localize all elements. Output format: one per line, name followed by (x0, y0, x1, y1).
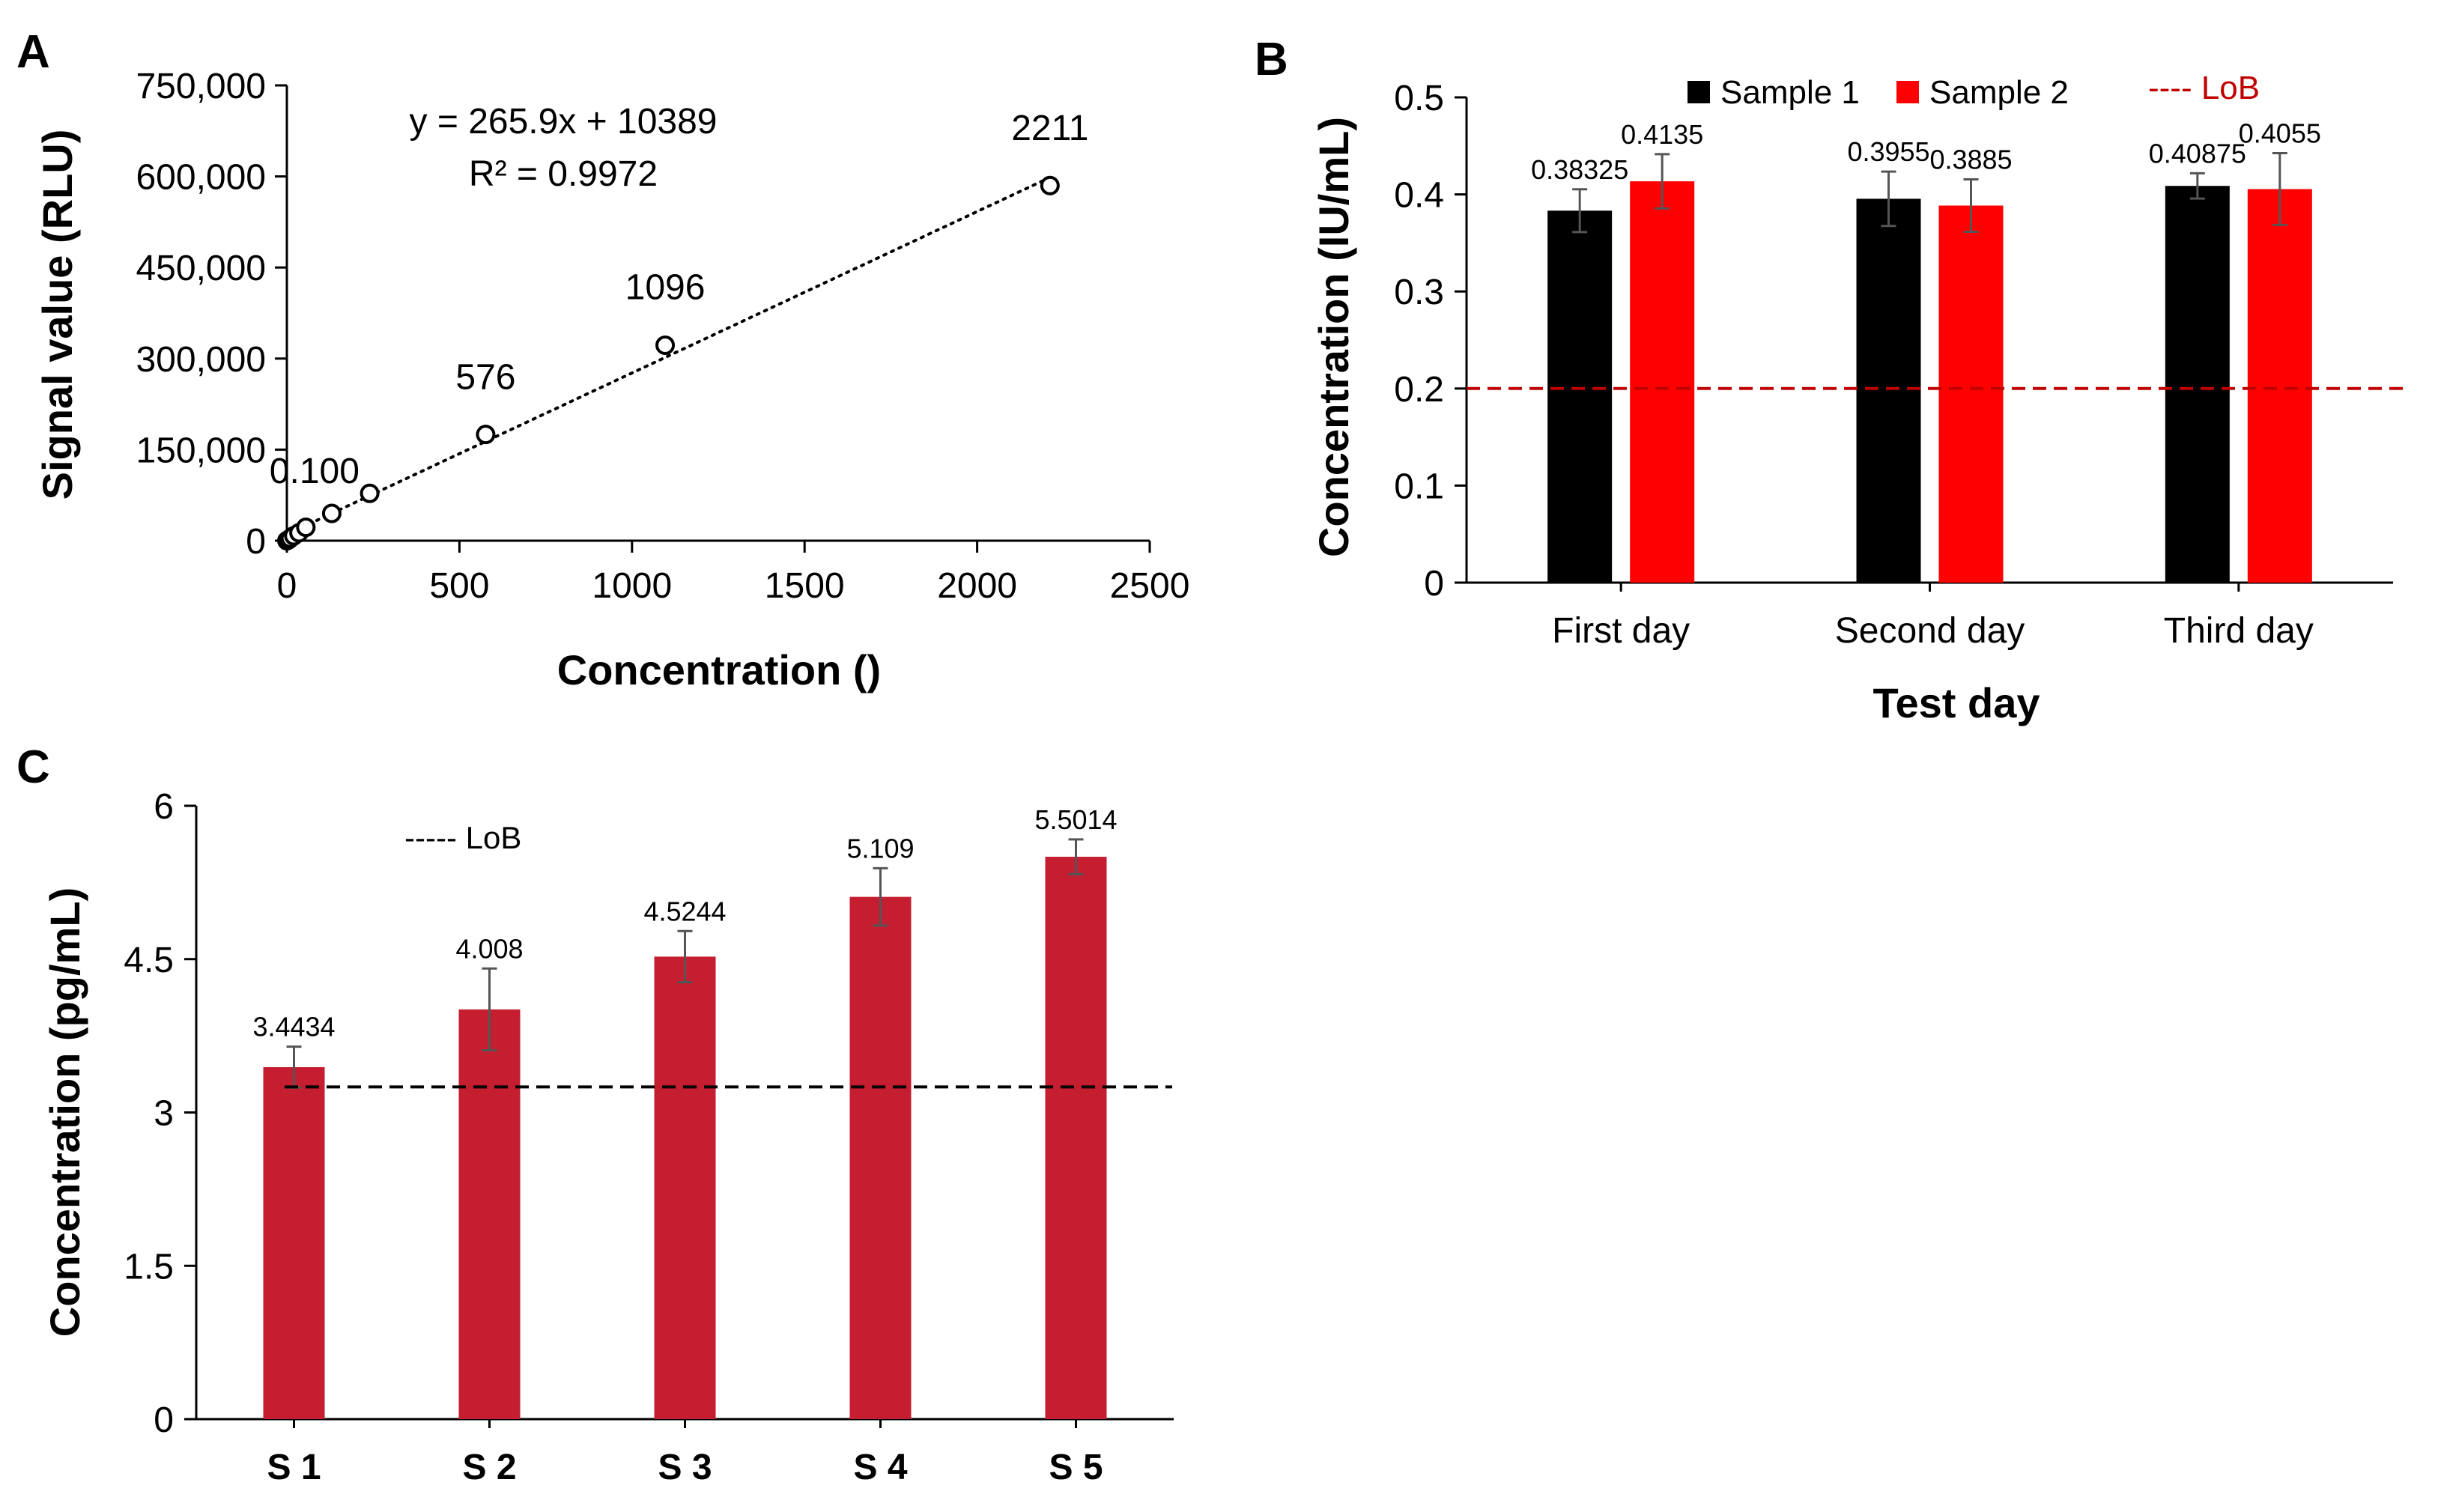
legend-lob: ----- LoB (404, 820, 521, 855)
y-tick-label: 150,000 (136, 431, 266, 470)
x-category-label: Second day (1835, 611, 2025, 651)
y-tick-label: 450,000 (136, 249, 266, 288)
bar-sample-1 (1856, 198, 1921, 583)
x-tick-label: 1500 (765, 566, 845, 606)
x-tick-label: 500 (429, 566, 489, 606)
data-label: 4.008 (455, 933, 523, 964)
data-label: 0.3885 (1929, 145, 2012, 175)
x-category-label: S 1 (267, 1448, 321, 1487)
legend-label-sample-1: Sample 1 (1720, 74, 1860, 111)
y-tick-label: 4.5 (124, 941, 174, 980)
bar-concentration (458, 1009, 521, 1419)
data-label: 0.4135 (1621, 119, 1703, 150)
y-tick-label: 0.4 (1394, 176, 1444, 216)
x-category-label: S 5 (1049, 1448, 1103, 1487)
data-label: 4.5244 (643, 896, 726, 926)
panel-letter-a: A (16, 26, 50, 78)
bar-sample-1 (1547, 210, 1613, 583)
x-axis-title: Test day (1873, 679, 2040, 726)
data-point (360, 483, 380, 503)
y-axis-title: Signal value (RLU) (34, 130, 81, 500)
data-label: 0.40875 (2149, 138, 2246, 168)
y-tick-label: 3 (154, 1094, 174, 1134)
data-point (1040, 175, 1060, 195)
y-tick-label: 0 (1424, 564, 1444, 604)
data-point (321, 503, 342, 523)
y-tick-label: 0.1 (1394, 467, 1444, 506)
legend-label-sample-2: Sample 2 (1929, 74, 2069, 111)
data-point (296, 517, 316, 538)
bar-sample-2 (1630, 181, 1695, 583)
bar-concentration (1045, 857, 1107, 1419)
x-tick-label: 2000 (937, 566, 1017, 606)
bar-concentration (654, 956, 716, 1419)
x-tick-label: 2500 (1110, 566, 1190, 606)
panel-b-bar-chart: 0 0.1 0.2 0.3 0.4 0.5 First day 0.38325 0.4135 Se… (1310, 70, 2404, 726)
x-tick-label: 0 (277, 566, 297, 606)
y-tick-label: 0.2 (1394, 370, 1444, 410)
x-tick-label: 1000 (592, 566, 672, 606)
trendline (285, 175, 1052, 536)
point-label: 1096 (625, 267, 706, 307)
x-axis-title: Concentration () (557, 646, 881, 693)
x-category-label: First day (1552, 611, 1690, 651)
y-tick-label: 0 (246, 522, 266, 562)
y-tick-label: 6 (154, 787, 174, 827)
regression-equation: y = 265.9x + 10389 (410, 102, 718, 142)
panel-letter-c: C (16, 741, 50, 793)
y-tick-label: 750,000 (136, 67, 266, 106)
data-label: 5.109 (846, 833, 914, 863)
bar-concentration (849, 896, 912, 1419)
x-category-label: S 3 (658, 1448, 712, 1487)
y-tick-label: 0 (154, 1400, 174, 1440)
data-label: 3.4434 (252, 1012, 335, 1042)
point-label: 576 (455, 357, 515, 397)
data-label: 5.5014 (1034, 804, 1117, 835)
y-tick-label: 1.5 (124, 1247, 174, 1287)
data-point (476, 425, 496, 445)
y-tick-label: 600,000 (136, 158, 266, 198)
x-category-label: S 4 (853, 1448, 907, 1487)
r-squared: R² = 0.9972 (469, 154, 658, 194)
data-label: 0.38325 (1531, 154, 1628, 185)
point-label: 2211 (1011, 109, 1088, 148)
legend-lob: ---- LoB (2148, 70, 2260, 106)
legend-swatch-sample-1 (1688, 81, 1710, 103)
y-axis-title: Concentration (pg/mL) (41, 887, 88, 1337)
panel-letter-b: B (1255, 34, 1288, 85)
x-category-label: S 2 (462, 1448, 516, 1487)
y-axis-title: Concentration (IU/mL) (1310, 117, 1357, 557)
bar-sample-2 (2247, 189, 2312, 583)
y-tick-label: 0.3 (1394, 273, 1444, 312)
y-tick-label: 0.5 (1394, 79, 1444, 118)
data-point (655, 335, 676, 355)
bar-sample-2 (1938, 205, 2004, 583)
point-label: 0.100 (270, 452, 360, 491)
x-category-label: Third day (2164, 611, 2314, 651)
bar-concentration (263, 1066, 325, 1419)
panel-a-scatter: 0 150,000 300,000 450,000 600,000 750,000 0 500… (34, 67, 1189, 693)
bar-sample-1 (2165, 186, 2230, 583)
data-label: 0.4055 (2239, 118, 2321, 149)
data-label: 0.3955 (1847, 136, 1929, 167)
legend-swatch-sample-2 (1896, 81, 1919, 103)
y-tick-label: 300,000 (136, 340, 266, 380)
panel-c-bar-chart: 0 1.5 3 4.5 6 S 1 3.4434 S 2 4.008 S 3 4.5244 S 4 5.… (41, 787, 1174, 1487)
